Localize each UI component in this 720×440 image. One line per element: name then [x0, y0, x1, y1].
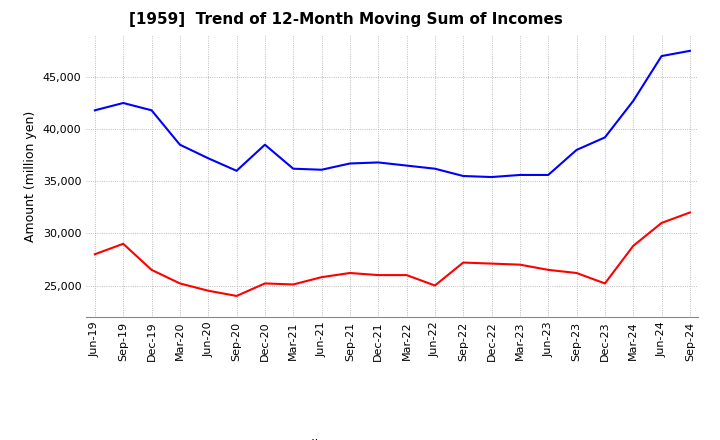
Ordinary Income — [657, 53, 666, 59]
Net Income — [572, 270, 581, 275]
Ordinary Income — [91, 108, 99, 113]
Ordinary Income — [516, 172, 524, 178]
Ordinary Income — [119, 100, 127, 106]
Net Income — [402, 272, 411, 278]
Ordinary Income — [600, 135, 609, 140]
Net Income — [516, 262, 524, 267]
Legend: Ordinary Income, Net Income: Ordinary Income, Net Income — [246, 434, 539, 440]
Net Income — [685, 210, 694, 215]
Net Income — [600, 281, 609, 286]
Net Income — [204, 288, 212, 293]
Net Income — [176, 281, 184, 286]
Ordinary Income — [204, 156, 212, 161]
Ordinary Income — [487, 174, 496, 180]
Net Income — [374, 272, 382, 278]
Ordinary Income — [459, 173, 467, 179]
Ordinary Income — [176, 142, 184, 147]
Net Income — [289, 282, 297, 287]
Y-axis label: Amount (million yen): Amount (million yen) — [24, 110, 37, 242]
Net Income — [318, 275, 326, 280]
Net Income — [544, 267, 552, 272]
Net Income — [459, 260, 467, 265]
Ordinary Income — [685, 48, 694, 54]
Net Income — [431, 283, 439, 288]
Net Income — [487, 261, 496, 266]
Net Income — [148, 267, 156, 272]
Ordinary Income — [374, 160, 382, 165]
Ordinary Income — [544, 172, 552, 178]
Net Income — [346, 270, 354, 275]
Text: [1959]  Trend of 12-Month Moving Sum of Incomes: [1959] Trend of 12-Month Moving Sum of I… — [130, 12, 563, 27]
Line: Net Income: Net Income — [95, 213, 690, 296]
Net Income — [261, 281, 269, 286]
Ordinary Income — [572, 147, 581, 153]
Ordinary Income — [318, 167, 326, 172]
Net Income — [629, 243, 637, 249]
Ordinary Income — [431, 166, 439, 171]
Ordinary Income — [402, 163, 411, 168]
Net Income — [119, 241, 127, 246]
Ordinary Income — [261, 142, 269, 147]
Ordinary Income — [289, 166, 297, 171]
Net Income — [657, 220, 666, 226]
Net Income — [233, 293, 241, 299]
Ordinary Income — [629, 98, 637, 103]
Ordinary Income — [148, 108, 156, 113]
Line: Ordinary Income: Ordinary Income — [95, 51, 690, 177]
Ordinary Income — [233, 168, 241, 173]
Net Income — [91, 252, 99, 257]
Ordinary Income — [346, 161, 354, 166]
